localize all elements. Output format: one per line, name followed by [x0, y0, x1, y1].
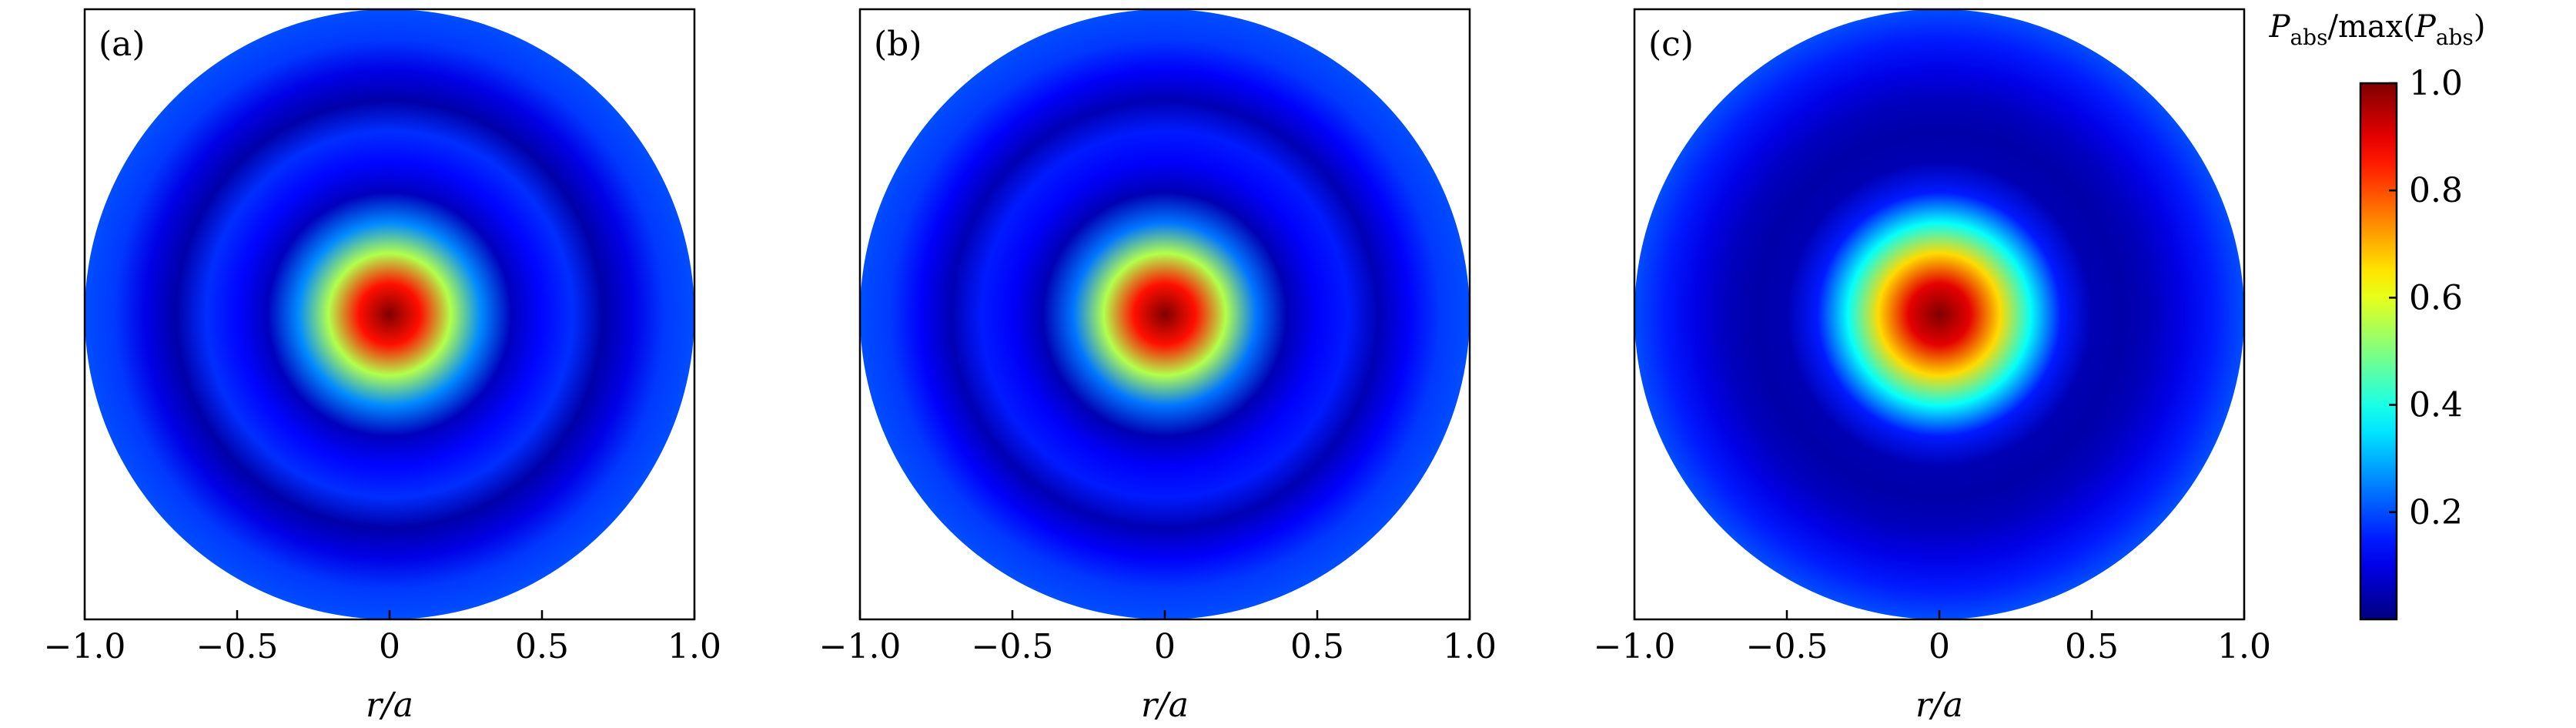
absorption-heatmap	[860, 9, 1470, 619]
colorbar-title-end: )	[2474, 9, 2486, 45]
panel-label: (a)	[99, 25, 146, 64]
x-tick-label: 0	[1154, 627, 1176, 666]
colorbar-gradient	[2360, 83, 2397, 619]
x-tick-label: −0.5	[1746, 627, 1828, 666]
colorbar-title-mid: /max(	[2327, 9, 2414, 45]
colorbar-tick-label: 0.4	[2409, 386, 2463, 425]
x-axis-label: r/a	[1915, 686, 1963, 725]
panel-c: −1.0 −0.5 0 0.5 1.0 (c) r/a	[1594, 8, 2271, 725]
absorption-heatmap	[85, 9, 694, 619]
x-tick-label: −0.5	[972, 627, 1054, 666]
colorbar-title-s2: abs	[2436, 25, 2474, 50]
panel-label: (b)	[874, 25, 922, 64]
x-tick-label: −1.0	[819, 627, 902, 666]
colorbar-title: Pabs/max(Pabs)	[2269, 9, 2486, 50]
x-tick-label: 0	[1929, 627, 1950, 666]
x-tick-label: 1.0	[1443, 627, 1497, 666]
x-tick-label: −0.5	[196, 627, 279, 666]
x-tick-label: 1.0	[667, 627, 721, 666]
panel-a: −1.0 −0.5 0 0.5 1.0 (a) r/a	[44, 8, 721, 725]
x-tick-label: 0.5	[515, 627, 569, 666]
panels: −1.0 −0.5 0 0.5 1.0 (a) r/a −1.0 −0.5 0 0.5 1.0 (b) r…	[44, 8, 2271, 725]
x-axis-label: r/a	[366, 686, 413, 725]
panel-label: (c)	[1648, 25, 1694, 64]
colorbar-tick-label: 0.2	[2409, 493, 2463, 532]
x-tick-label: 0.5	[1290, 627, 1344, 666]
colorbar-title-s1: abs	[2290, 25, 2327, 50]
colorbar-tick-label: 0.8	[2409, 171, 2463, 210]
colorbar-title-p1: P	[2269, 9, 2291, 45]
colorbar-title-p2: P	[2414, 9, 2437, 45]
x-tick-label: 0.5	[2065, 627, 2119, 666]
absorption-heatmap	[1634, 9, 2244, 619]
panel-b: −1.0 −0.5 0 0.5 1.0 (b) r/a	[819, 8, 1497, 725]
x-tick-label: −1.0	[44, 627, 126, 666]
x-tick-label: −1.0	[1594, 627, 1676, 666]
x-tick-label: 0	[379, 627, 400, 666]
x-axis-label: r/a	[1141, 686, 1189, 725]
colorbar-tick-label: 0.6	[2409, 278, 2463, 317]
colorbar-tick-label: 1.0	[2409, 64, 2463, 103]
x-tick-label: 1.0	[2217, 627, 2271, 666]
colorbar-frame	[2359, 82, 2398, 621]
